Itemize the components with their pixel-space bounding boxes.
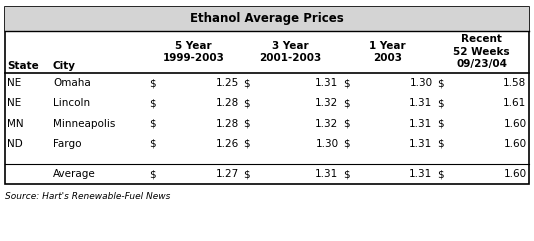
Text: $: $ <box>343 119 349 129</box>
Text: 1.61: 1.61 <box>503 98 527 108</box>
Text: 1.31: 1.31 <box>315 169 339 179</box>
Text: ND: ND <box>7 139 23 149</box>
Text: 5 Year
1999-2003: 5 Year 1999-2003 <box>163 40 225 63</box>
Text: 1 Year
2003: 1 Year 2003 <box>370 40 406 63</box>
Text: $: $ <box>243 169 249 179</box>
Text: Omaha: Omaha <box>53 78 91 88</box>
Text: $: $ <box>343 98 349 108</box>
Text: $: $ <box>149 139 155 149</box>
Text: NE: NE <box>7 98 22 108</box>
Text: 1.30: 1.30 <box>410 78 433 88</box>
Text: $: $ <box>243 139 249 149</box>
Text: 1.58: 1.58 <box>503 78 527 88</box>
Text: $: $ <box>343 78 349 88</box>
Text: $: $ <box>343 169 349 179</box>
Text: Minneapolis: Minneapolis <box>53 119 115 129</box>
Text: $: $ <box>149 98 155 108</box>
Text: 1.28: 1.28 <box>215 98 239 108</box>
Text: 1.60: 1.60 <box>504 119 527 129</box>
Text: NE: NE <box>7 78 22 88</box>
Text: 1.26: 1.26 <box>215 139 239 149</box>
Text: 1.60: 1.60 <box>504 139 527 149</box>
Text: $: $ <box>343 139 349 149</box>
Text: $: $ <box>437 119 443 129</box>
Text: Fargo: Fargo <box>53 139 82 149</box>
Text: 1.31: 1.31 <box>409 169 433 179</box>
Text: Lincoln: Lincoln <box>53 98 90 108</box>
Text: Average: Average <box>53 169 96 179</box>
Text: 1.60: 1.60 <box>504 169 527 179</box>
Text: 1.31: 1.31 <box>409 139 433 149</box>
Text: $: $ <box>437 139 443 149</box>
Text: 1.27: 1.27 <box>215 169 239 179</box>
Text: $: $ <box>149 78 155 88</box>
Text: 1.31: 1.31 <box>409 98 433 108</box>
Text: Source: Hart's Renewable-Fuel News: Source: Hart's Renewable-Fuel News <box>5 192 171 201</box>
Text: $: $ <box>149 169 155 179</box>
Text: $: $ <box>243 98 249 108</box>
Text: 1.31: 1.31 <box>409 119 433 129</box>
Text: 1.30: 1.30 <box>316 139 339 149</box>
Text: 1.28: 1.28 <box>215 119 239 129</box>
Text: $: $ <box>437 169 443 179</box>
Bar <box>5 7 529 31</box>
Text: State: State <box>7 61 38 71</box>
Text: Recent
52 Weeks
09/23/04: Recent 52 Weeks 09/23/04 <box>453 34 510 69</box>
Text: 1.32: 1.32 <box>315 98 339 108</box>
Text: Ethanol Average Prices: Ethanol Average Prices <box>190 12 344 25</box>
Text: 3 Year
2001-2003: 3 Year 2001-2003 <box>260 40 322 63</box>
Text: $: $ <box>149 119 155 129</box>
Text: 1.32: 1.32 <box>315 119 339 129</box>
Text: 1.31: 1.31 <box>315 78 339 88</box>
Text: $: $ <box>437 78 443 88</box>
Text: $: $ <box>243 119 249 129</box>
Text: City: City <box>53 61 76 71</box>
Text: $: $ <box>243 78 249 88</box>
Text: MN: MN <box>7 119 24 129</box>
Text: 1.25: 1.25 <box>215 78 239 88</box>
Text: $: $ <box>437 98 443 108</box>
